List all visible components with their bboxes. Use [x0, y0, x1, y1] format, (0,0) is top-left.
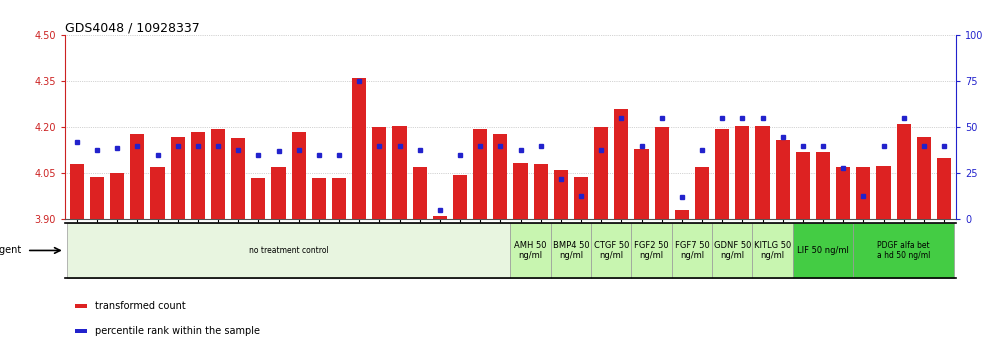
Bar — [837, 167, 851, 219]
Bar — [675, 210, 689, 219]
Bar — [473, 129, 487, 219]
Bar — [272, 167, 286, 219]
Text: AMH 50
ng/ml: AMH 50 ng/ml — [514, 241, 547, 260]
Text: GDNF 50
ng/ml: GDNF 50 ng/ml — [713, 241, 751, 260]
Bar — [756, 126, 770, 219]
Text: FGF2 50
ng/ml: FGF2 50 ng/ml — [634, 241, 669, 260]
Bar — [654, 127, 668, 219]
Text: percentile rank within the sample: percentile rank within the sample — [95, 326, 260, 336]
Bar — [292, 132, 306, 219]
Bar — [150, 167, 164, 219]
Bar — [896, 124, 910, 219]
Bar — [715, 129, 729, 219]
Bar — [332, 178, 346, 219]
Bar — [574, 177, 588, 219]
Bar — [130, 133, 144, 219]
Bar — [353, 78, 367, 219]
Bar — [251, 178, 265, 219]
Text: PDGF alfa bet
a hd 50 ng/ml: PDGF alfa bet a hd 50 ng/ml — [877, 241, 930, 260]
Bar — [514, 163, 528, 219]
Text: LIF 50 ng/ml: LIF 50 ng/ml — [797, 246, 849, 255]
Bar — [615, 109, 628, 219]
Bar — [695, 167, 709, 219]
Bar — [170, 137, 184, 219]
Text: agent: agent — [0, 245, 22, 256]
Bar — [312, 178, 326, 219]
Bar — [373, 127, 386, 219]
Bar — [453, 175, 467, 219]
Bar — [735, 126, 749, 219]
Bar — [90, 177, 104, 219]
Bar — [595, 127, 609, 219]
Bar — [876, 166, 890, 219]
Bar — [776, 140, 790, 219]
Bar — [917, 137, 931, 219]
Bar — [412, 167, 426, 219]
Bar — [796, 152, 810, 219]
Text: transformed count: transformed count — [95, 301, 185, 311]
Bar — [211, 129, 225, 219]
Text: BMP4 50
ng/ml: BMP4 50 ng/ml — [553, 241, 590, 260]
Bar — [70, 164, 84, 219]
Bar — [231, 138, 245, 219]
Bar — [392, 126, 406, 219]
Bar — [937, 158, 951, 219]
Text: no treatment control: no treatment control — [249, 246, 329, 255]
Bar — [493, 133, 507, 219]
Bar — [816, 152, 830, 219]
Bar — [857, 167, 871, 219]
Bar — [433, 216, 447, 219]
Bar — [554, 170, 568, 219]
Bar — [634, 149, 648, 219]
Text: KITLG 50
ng/ml: KITLG 50 ng/ml — [754, 241, 791, 260]
Text: GDS4048 / 10928337: GDS4048 / 10928337 — [65, 21, 199, 34]
Bar — [534, 164, 548, 219]
Bar — [191, 132, 205, 219]
Text: CTGF 50
ng/ml: CTGF 50 ng/ml — [594, 241, 629, 260]
Text: FGF7 50
ng/ml: FGF7 50 ng/ml — [674, 241, 709, 260]
Bar — [111, 173, 124, 219]
